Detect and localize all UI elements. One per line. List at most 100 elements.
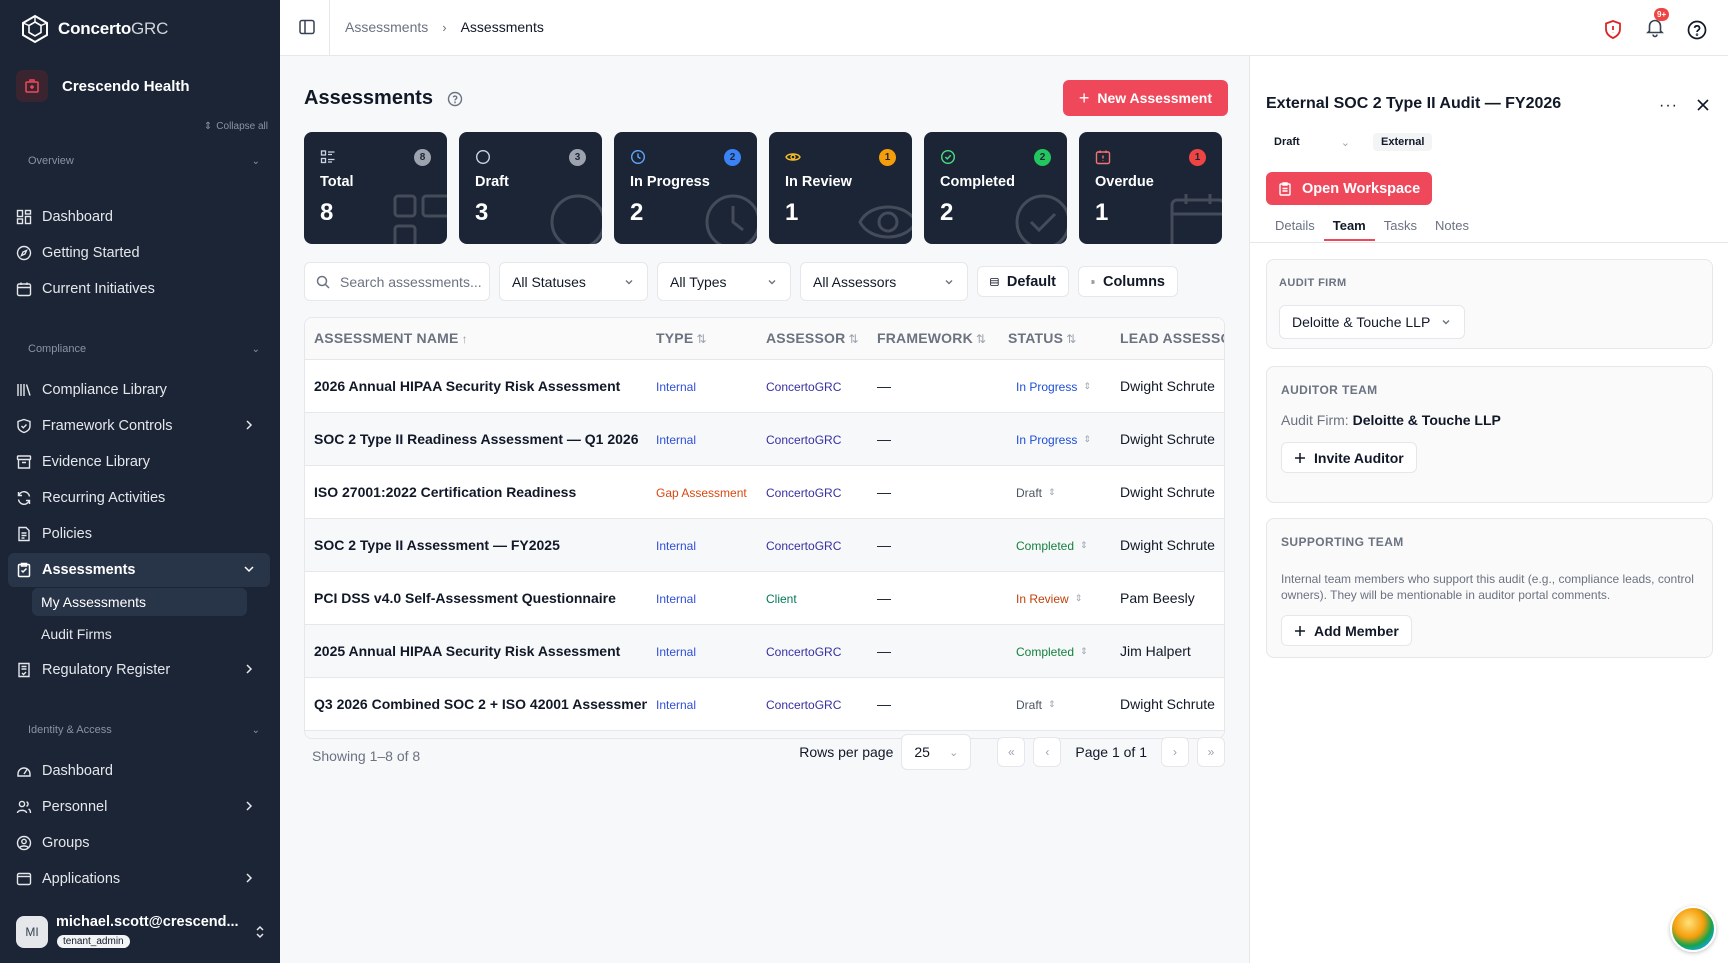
nav-assessments[interactable]: Assessments <box>8 553 270 587</box>
column-header-status[interactable]: STATUS ⇅ <box>999 318 1111 360</box>
table-row[interactable]: SOC 2 Type II Readiness Assessment — Q1 … <box>305 412 1224 466</box>
column-header-assessor[interactable]: ASSESSOR ⇅ <box>757 318 868 360</box>
auditor-firm-text: Audit Firm: Deloitte & Touche LLP <box>1281 412 1501 428</box>
nav-my-assessments[interactable]: My Assessments <box>32 588 247 616</box>
org-switcher[interactable]: Crescendo Health <box>16 70 190 102</box>
section-identity-access[interactable]: Identity & Access ⌄ <box>28 724 260 736</box>
column-header-framework[interactable]: FRAMEWORK ⇅ <box>868 318 999 360</box>
chevrons-up-down-icon: ⇕ <box>1080 646 1088 656</box>
breadcrumb-link-assessments[interactable]: Assessments <box>345 19 429 35</box>
default-view-button[interactable]: Default <box>977 266 1069 297</box>
table-row[interactable]: PCI DSS v4.0 Self-Assessment Questionnai… <box>305 571 1224 625</box>
cell-lead-assessor: Dwight Schrute <box>1111 465 1224 519</box>
search-input[interactable]: Search assessments... <box>304 262 490 301</box>
cell-assessment-name[interactable]: External SOC 2 Type II Audit — FY2026 <box>305 730 647 738</box>
tab-details[interactable]: Details <box>1275 218 1315 233</box>
stat-card-draft[interactable]: 3 Draft 3 <box>459 132 602 244</box>
shield-alert-icon[interactable] <box>1602 19 1624 41</box>
nav-current-initiatives[interactable]: Current Initiatives <box>8 272 270 306</box>
cell-status[interactable]: Draft⇕ <box>999 677 1111 731</box>
cell-status[interactable]: In Progress ⇕ <box>999 359 1111 413</box>
add-member-button[interactable]: Add Member <box>1281 615 1412 646</box>
cell-status[interactable]: In Progress ⇕ <box>999 412 1111 466</box>
sliders-icon <box>1091 279 1095 284</box>
tab-team[interactable]: Team <box>1323 218 1375 241</box>
nav-dashboard[interactable]: Dashboard <box>8 200 270 234</box>
nav-compliance-library[interactable]: Compliance Library <box>8 373 270 407</box>
invite-auditor-button[interactable]: Invite Auditor <box>1281 442 1417 473</box>
stat-card-in-progress[interactable]: 2 In Progress 2 <box>614 132 757 244</box>
nav-policies[interactable]: Policies <box>8 517 270 551</box>
nav-framework-controls[interactable]: Framework Controls <box>8 409 270 443</box>
assessor-filter-select[interactable]: All Assessors <box>800 262 968 301</box>
table-row[interactable]: ISO 27001:2022 Certification Readiness Ga… <box>305 465 1224 519</box>
first-page-button[interactable]: « <box>997 737 1026 767</box>
cell-status[interactable]: In Review ⇕ <box>999 571 1111 625</box>
columns-button[interactable]: Columns <box>1078 266 1178 297</box>
nav-audit-firms[interactable]: Audit Firms <box>41 626 112 642</box>
user-menu[interactable]: MI michael.scott@crescend... tenant_admi… <box>16 914 268 954</box>
chevrons-up-down-icon: ⇕ <box>1048 487 1056 497</box>
cell-assessment-name[interactable]: SOC 2 Type II Readiness Assessment — Q1 … <box>305 412 647 466</box>
table-row[interactable]: SOC 2 Type II Assessment — FY2025 Interna… <box>305 518 1224 572</box>
table-row[interactable]: External SOC 2 Type II Audit — FY2026Ext… <box>305 730 1224 738</box>
section-overview[interactable]: Overview ⌄ <box>28 155 260 167</box>
type-filter-select[interactable]: All Types <box>657 262 791 301</box>
cell-assessment-name[interactable]: 2025 Annual HIPAA Security Risk Assessme… <box>305 624 647 678</box>
more-options-icon[interactable]: ··· <box>1659 97 1678 114</box>
brand-logo[interactable]: ConcertoGRC <box>20 13 168 45</box>
last-page-button[interactable]: » <box>1197 737 1225 767</box>
cell-status[interactable]: Completed ⇕ <box>999 624 1111 678</box>
cell-assessment-name[interactable]: PCI DSS v4.0 Self-Assessment Questionnai… <box>305 571 647 625</box>
prev-page-button[interactable]: ‹ <box>1033 737 1062 767</box>
nav-getting-started[interactable]: Getting Started <box>8 236 270 270</box>
assistant-launcher-button[interactable] <box>1670 906 1716 952</box>
collapse-all-button[interactable]: ⇕ Collapse all <box>203 121 268 132</box>
rows-per-page-select[interactable]: 25 ⌄ <box>901 734 972 770</box>
stat-card-in-review[interactable]: 1 In Review 1 <box>769 132 912 244</box>
help-circle-icon[interactable] <box>447 91 463 107</box>
stat-card-overdue[interactable]: 1 Overdue 1 <box>1079 132 1222 244</box>
status-select: Draft ⇕ <box>1016 697 1056 712</box>
list-icon <box>320 150 335 164</box>
table-row[interactable]: 2026 Annual HIPAA Security Risk Assessme… <box>305 359 1224 413</box>
next-page-button[interactable]: › <box>1161 737 1189 767</box>
stat-card-total[interactable]: 8 Total 8 <box>304 132 447 244</box>
table-row[interactable]: 2025 Annual HIPAA Security Risk Assessme… <box>305 624 1224 678</box>
close-icon[interactable] <box>1696 98 1710 112</box>
cell-assessment-name[interactable]: ISO 27001:2022 Certification Readiness <box>305 465 647 519</box>
cell-status[interactable]: Completed ⇕ <box>999 518 1111 572</box>
cell-lead-assessor: Pam Beesly <box>1111 571 1224 625</box>
nav-evidence-library[interactable]: Evidence Library <box>8 445 270 479</box>
cell-status[interactable]: Draft⇕ <box>999 465 1111 519</box>
open-workspace-button[interactable]: Open Workspace <box>1266 172 1433 205</box>
stat-label: Completed <box>940 174 1015 190</box>
notifications-button[interactable]: 9+ <box>1644 8 1670 43</box>
nav-personnel[interactable]: Personnel <box>8 790 270 824</box>
section-compliance[interactable]: Compliance ⌄ <box>28 343 260 355</box>
sidebar-toggle-icon[interactable] <box>298 18 316 36</box>
column-header-name[interactable]: ASSESSMENT NAME ↑ <box>305 318 647 360</box>
new-assessment-button[interactable]: + New Assessment <box>1062 80 1228 116</box>
status-filter-select[interactable]: All Statuses <box>499 262 648 301</box>
help-icon[interactable] <box>1686 19 1708 41</box>
table-row[interactable]: Q3 2026 Combined SOC 2 + ISO 42001 Asses… <box>305 677 1224 731</box>
hospital-icon <box>16 70 48 102</box>
nav-identity-dashboard[interactable]: Dashboard <box>8 754 270 788</box>
cell-assessment-name[interactable]: Q3 2026 Combined SOC 2 + ISO 42001 Asses… <box>305 677 647 731</box>
nav-regulatory-register[interactable]: Regulatory Register <box>8 653 270 687</box>
status-select[interactable]: Draft ⌄ <box>1274 136 1350 149</box>
tab-notes[interactable]: Notes <box>1434 218 1469 233</box>
stats-row: 8 Total 8 3 Draft 3 2 In Progress 2 1 In Review 1 2 C… <box>304 132 1222 244</box>
audit-firm-select[interactable]: Deloitte & Touche LLP <box>1279 305 1466 339</box>
nav-groups[interactable]: Groups <box>8 826 270 860</box>
column-header-lead-assessor[interactable]: LEAD ASSESSOR <box>1111 318 1224 360</box>
nav-recurring-activities[interactable]: Recurring Activities <box>8 481 270 515</box>
nav-applications[interactable]: Applications <box>8 862 270 896</box>
stat-card-completed[interactable]: 2 Completed 2 <box>924 132 1067 244</box>
cell-assessment-name[interactable]: SOC 2 Type II Assessment — FY2025 <box>305 518 647 572</box>
column-header-type[interactable]: TYPE ⇅ <box>647 318 757 360</box>
cell-assessment-name[interactable]: 2026 Annual HIPAA Security Risk Assessme… <box>305 359 647 413</box>
cell-type: Gap Assessment <box>647 465 757 519</box>
tab-tasks[interactable]: Tasks <box>1383 218 1417 233</box>
